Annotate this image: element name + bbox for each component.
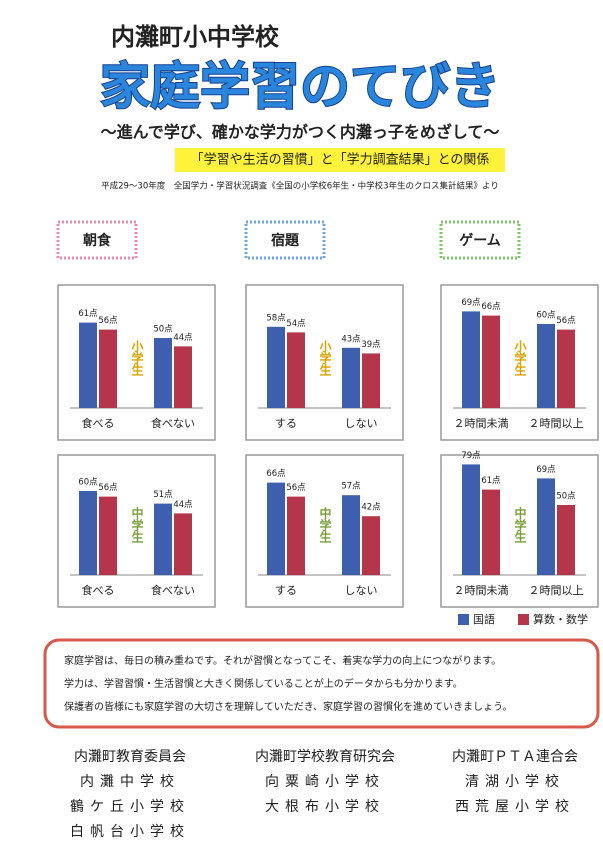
organization: 内灘町学校教育研究会 [255,748,395,765]
bar [482,490,500,575]
value-label: 42点 [361,503,381,513]
value-label: 44点 [173,333,193,343]
bar [362,516,380,575]
category-label: しない [345,417,378,430]
value-label: 60点 [536,311,556,321]
organization: 内灘町ＰＴＡ連合会 [452,749,578,765]
category-label: 食べる [82,583,115,597]
bar [99,497,117,575]
bar [174,346,192,408]
value-label: 51点 [153,490,173,500]
value-label: 69点 [536,465,556,475]
school: 清湖小学校 [465,773,565,790]
category-label: ２時間未満 [454,584,509,597]
bar [99,330,117,408]
category-label: する [275,584,297,597]
value-label: 56点 [98,316,118,326]
bar [154,338,172,408]
value-label: 66点 [481,302,501,312]
section-label: ゲーム [459,232,501,249]
legend-label: 算数・数学 [533,612,588,626]
category-label: ２時間以上 [529,417,584,430]
bar [537,478,555,575]
value-label: 50点 [153,325,173,335]
bar [79,491,97,575]
section-label: 宿題 [271,232,300,249]
bar [267,327,285,408]
page: 内灘町小中学校 家庭学習のてびき ～進んで学び、確かな学力がつく内灘っ子をめざし… [0,0,603,843]
category-label: ２時間以上 [529,584,584,597]
category-label: 食べない [151,583,195,597]
group-label: 小学生 [513,339,527,377]
bar [174,513,192,575]
subtitle: ～進んで学び、確かな学力がつく内灘っ子をめざして～ [101,123,500,142]
value-label: 66点 [266,469,286,479]
banner: 「学習や生活の習慣」と「学力調査結果」との関係 [191,152,490,168]
value-label: 58点 [266,313,286,323]
value-label: 50点 [556,492,576,502]
value-label: 39点 [361,340,381,350]
value-label: 61点 [481,476,501,486]
value-label: 56点 [556,316,576,326]
value-label: 57点 [341,482,361,492]
group-label: 中学生 [318,506,332,544]
bar [287,497,305,575]
category-label: 食べない [151,416,195,430]
legend-swatch [518,614,529,625]
bar [79,323,97,408]
section-label: 朝食 [83,232,112,249]
bar [537,324,555,408]
bar [462,464,480,575]
value-label: 54点 [286,319,306,329]
category-label: しない [345,584,378,597]
main-title: 家庭学習のてびき [100,58,500,116]
value-label: 60点 [78,478,98,488]
school: 大根布小学校 [265,798,385,815]
value-label: 43点 [341,334,361,344]
value-label: 69点 [461,298,481,308]
value-label: 56点 [286,483,306,493]
legend-label: 国語 [473,612,495,626]
bar [557,330,575,408]
legend-swatch [458,614,469,625]
value-label: 79点 [461,451,481,461]
school: 内灘中学校 [80,773,180,790]
school: 西荒屋小学校 [455,798,575,815]
group-label: 小学生 [130,339,144,377]
organization: 内灘町教育委員会 [74,749,186,765]
note-line: 家庭学習は、毎日の積み重ねです。それが習慣となってこそ、着実な学力の向上につなが… [64,654,501,667]
school: 向粟崎小学校 [265,773,385,790]
bar [267,483,285,575]
bar [557,505,575,575]
value-label: 56点 [98,483,118,493]
category-label: 食べる [82,416,115,430]
note-line: 学力は、学習習慣・生活習慣と大きく関係していることが上のデータからも分かります。 [64,677,463,690]
bar [462,311,480,408]
value-label: 44点 [173,500,193,510]
bar [342,495,360,575]
category-label: する [275,417,297,430]
group-label: 小学生 [318,339,332,377]
bar [342,348,360,408]
category-label: ２時間未満 [454,417,509,430]
group-label: 中学生 [513,506,527,544]
school-name: 内灘町小中学校 [111,23,280,51]
note-line: 保護者の皆様にも家庭学習の大切さを理解していただき、家庭学習の習慣化を進めていき… [64,700,512,713]
bar [362,353,380,408]
value-label: 61点 [78,309,98,319]
bar [287,332,305,408]
school: 鶴ケ丘小学校 [70,798,190,815]
source: 平成29～30年度 全国学力・学習状況調査《全国の小学校6年生・中学校3年生のク… [101,181,499,192]
group-label: 中学生 [130,506,144,544]
bar [154,504,172,575]
bar [482,316,500,408]
school: 白帆台小学校 [70,823,190,840]
